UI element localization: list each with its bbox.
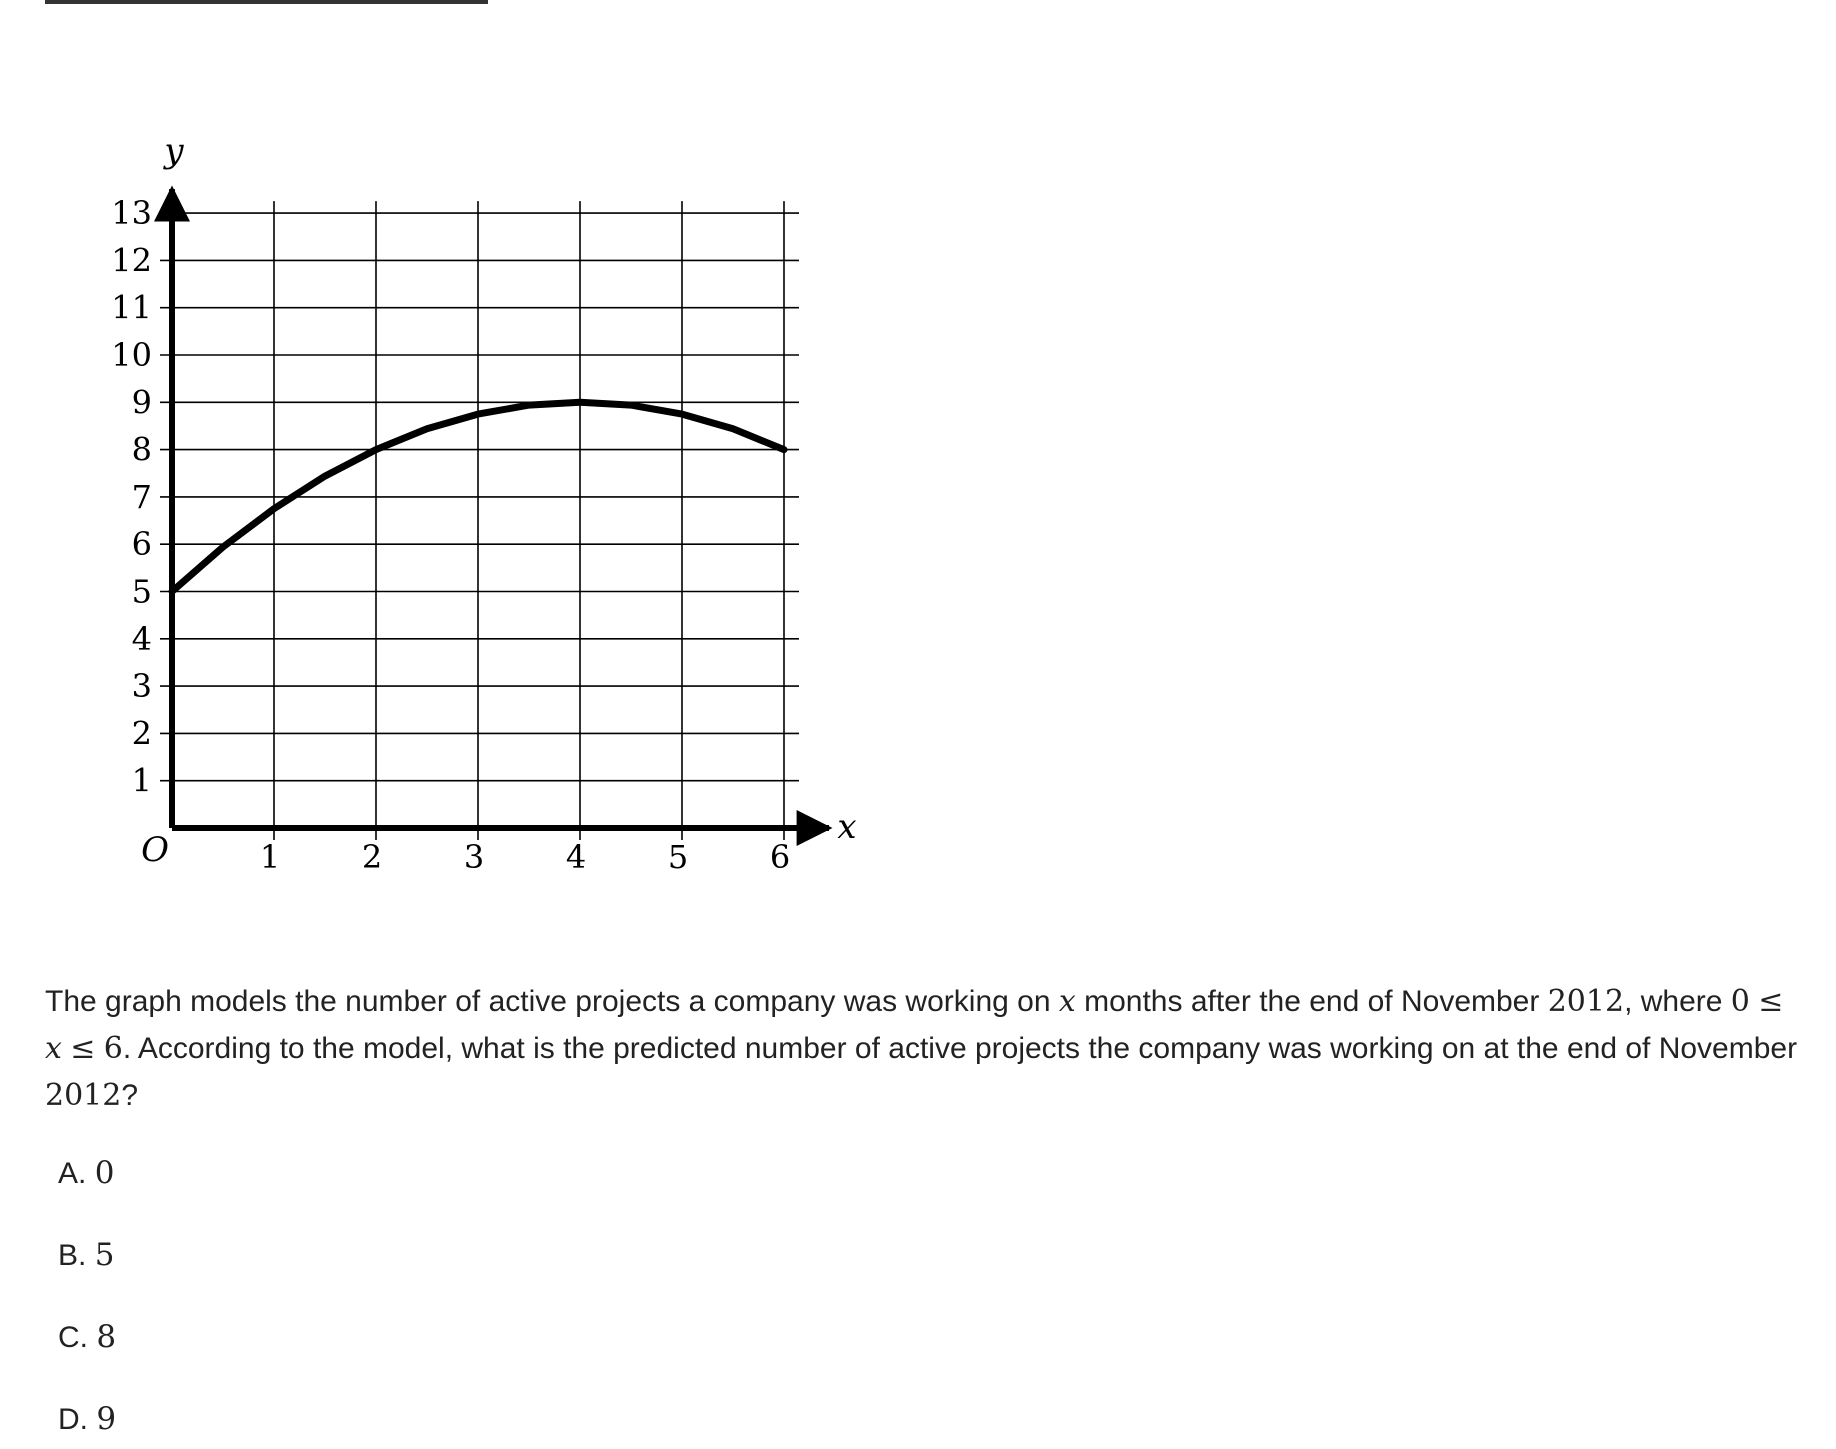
- x-tick-label-3: 3: [464, 838, 484, 876]
- y-tick-label-9: 9: [132, 383, 152, 421]
- choice-c[interactable]: C. 8: [58, 1319, 117, 1355]
- y-tick-label-2: 2: [132, 714, 152, 752]
- origin-label: O: [141, 830, 169, 870]
- choice-d[interactable]: D. 9: [58, 1401, 117, 1437]
- x-tick-label-2: 2: [362, 838, 382, 876]
- y-tick-label-6: 6: [132, 525, 152, 563]
- top-divider: [45, 0, 488, 4]
- year: 2012: [1547, 984, 1625, 1019]
- y-tick-label-7: 7: [132, 478, 152, 516]
- y-tick-label-13: 13: [111, 194, 152, 232]
- y-tick-label-5: 5: [132, 573, 152, 611]
- curve-layer: [168, 398, 788, 595]
- series-line-0: [168, 398, 788, 595]
- y-axis-label: y: [162, 131, 184, 171]
- x-tick-label-6: 6: [770, 838, 790, 876]
- y-tick-label-11: 11: [111, 289, 152, 327]
- choice-b[interactable]: B. 5: [58, 1237, 115, 1273]
- y-tick-label-4: 4: [132, 620, 152, 658]
- y-tick-label-1: 1: [132, 762, 152, 800]
- y-tick-label-8: 8: [132, 431, 152, 469]
- x-tick-label-5: 5: [668, 838, 688, 876]
- x-tick-label-4: 4: [566, 838, 586, 876]
- choice-a[interactable]: A. 0: [58, 1155, 115, 1191]
- y-tick-label-3: 3: [132, 667, 152, 705]
- question-text: The graph models the number of active pr…: [45, 984, 1798, 1113]
- year-2: 2012: [45, 1078, 122, 1113]
- axes: y x O: [141, 131, 857, 870]
- y-tick-label-12: 12: [111, 241, 152, 279]
- y-tick-label-10: 10: [111, 336, 152, 374]
- grid: [160, 201, 799, 840]
- x-axis-label: x: [837, 807, 856, 847]
- math-var-x: x: [1058, 984, 1076, 1019]
- x-tick-label-1: 1: [260, 838, 280, 876]
